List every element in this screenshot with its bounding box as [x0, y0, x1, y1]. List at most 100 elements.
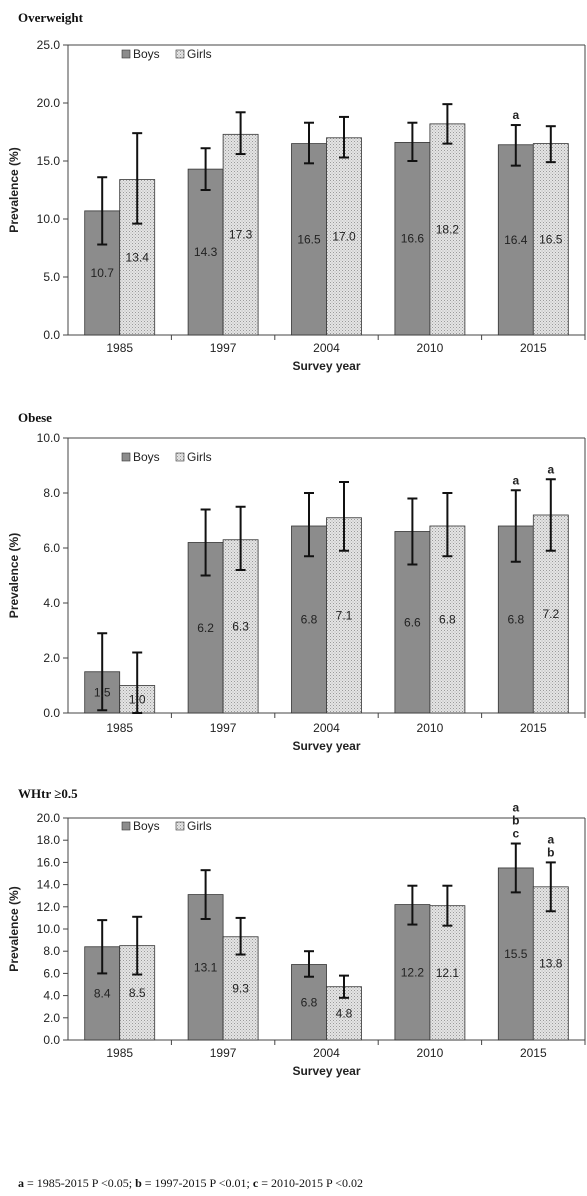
chart3-legend-label-girls: Girls: [187, 819, 212, 833]
chart2-legend-swatch-girls: [175, 452, 185, 462]
chart1-y-tick-label: 10.0: [37, 212, 61, 226]
chart3-title: WHtr ≥0.5: [18, 786, 78, 801]
chart3-value-label: 13.1: [194, 960, 218, 974]
chart3-annotation-letter: a: [547, 832, 554, 846]
footnote-c-key: c: [252, 1176, 259, 1190]
chart3-y-tick-label: 16.0: [37, 855, 61, 869]
chart1-bar-girls-2010: [429, 123, 466, 336]
chart1-x-tick-label: 1997: [210, 341, 237, 355]
chart3-x-tick-label: 2004: [313, 1046, 340, 1060]
chart2-value-label: 6.8: [439, 613, 456, 627]
chart2-value-label: 6.2: [197, 621, 214, 635]
chart3-y-tick-label: 8.0: [43, 944, 60, 958]
chart2-y-axis-title: Prevalence (%): [7, 533, 21, 618]
chart3-value-label: 6.8: [301, 995, 318, 1009]
chart3-x-tick-label: 2015: [520, 1046, 547, 1060]
chart2-y-tick-label: 6.0: [43, 541, 60, 555]
chart1-y-tick-label: 15.0: [37, 154, 61, 168]
chart1-annotation-letter: a: [512, 108, 519, 122]
chart3-y-tick-label: 18.0: [37, 833, 61, 847]
chart1-value-label: 17.0: [332, 229, 356, 243]
chart2-value-label: 6.8: [507, 613, 524, 627]
chart1-bar-boys-2010: [394, 142, 431, 336]
chart1-legend-swatch-girls: [175, 49, 185, 59]
chart3-annotation-letter: b: [512, 814, 519, 828]
footnote-c-text: = 2010-2015 P <0.02: [258, 1176, 363, 1190]
chart3-y-tick-label: 14.0: [37, 878, 61, 892]
chart1-y-tick-label: 25.0: [37, 38, 61, 52]
chart3-y-tick-label: 12.0: [37, 900, 61, 914]
chart1-x-tick-label: 2010: [417, 341, 444, 355]
chart1-x-tick-label: 2015: [520, 341, 547, 355]
chart1-value-label: 16.6: [401, 232, 425, 246]
chart3-y-tick-label: 2.0: [43, 1011, 60, 1025]
chart1-value-label: 10.7: [91, 266, 115, 280]
chart3-annotation-letter: c: [512, 827, 519, 841]
chart3-value-label: 4.8: [336, 1006, 353, 1020]
chart3-value-label: 12.2: [401, 965, 425, 979]
footnote: a = 1985-2015 P <0.05; b = 1997-2015 P <…: [18, 1176, 363, 1191]
chart3-x-tick-label: 1985: [106, 1046, 133, 1060]
chart2-y-tick-label: 10.0: [37, 431, 61, 445]
chart1-y-tick-label: 0.0: [43, 328, 60, 342]
chart1-title: Overweight: [18, 10, 84, 25]
chart1-legend-label-girls: Girls: [187, 47, 212, 61]
chart3-bar-girls-2010: [429, 905, 466, 1041]
chart1-value-label: 14.3: [194, 245, 218, 259]
chart2-y-tick-label: 2.0: [43, 651, 60, 665]
chart3-value-label: 15.5: [504, 947, 528, 961]
chart2-x-tick-label: 2015: [520, 721, 547, 735]
chart1-x-tick-label: 2004: [313, 341, 340, 355]
chart3-bar-girls-2015: [532, 886, 569, 1041]
chart1-value-label: 16.5: [297, 232, 321, 246]
chart2-bar-boys-2010: [394, 531, 431, 714]
chart2-x-tick-label: 1997: [210, 721, 237, 735]
chart2-value-label: 1.5: [94, 685, 111, 699]
footnote-a-text: = 1985-2015 P <0.05;: [24, 1176, 136, 1190]
chart3-value-label: 12.1: [436, 966, 460, 980]
chart3-y-tick-label: 10.0: [37, 922, 61, 936]
chart3-annotation-letter: b: [547, 845, 554, 859]
chart1-legend-label-boys: Boys: [133, 47, 160, 61]
chart1-bar-girls-2004: [326, 137, 362, 336]
chart3-value-label: 8.5: [129, 986, 146, 1000]
chart1-bar-boys-2015: [497, 144, 534, 336]
chart2-annotation-letter: a: [512, 473, 519, 487]
chart1-value-label: 13.4: [126, 250, 150, 264]
chart2-x-tick-label: 1985: [106, 721, 133, 735]
chart2-annotation-letter: a: [547, 462, 554, 476]
chart3-legend-label-boys: Boys: [133, 819, 160, 833]
chart3-x-tick-label: 2010: [417, 1046, 444, 1060]
chart2-x-tick-label: 2010: [417, 721, 444, 735]
chart3-bar-boys-2010: [394, 904, 431, 1041]
chart3-value-label: 13.8: [539, 956, 563, 970]
chart1-value-label: 16.4: [504, 233, 528, 247]
chart1-bar-girls-2015: [532, 143, 569, 336]
chart1-value-label: 18.2: [436, 222, 460, 236]
chart3-value-label: 9.3: [232, 981, 249, 995]
chart1-x-axis-title: Survey year: [292, 359, 360, 373]
chart2-value-label: 7.1: [336, 608, 353, 622]
chart2-y-tick-label: 0.0: [43, 706, 60, 720]
chart3-bar-boys-2015: [497, 867, 534, 1041]
chart2-title: Obese: [18, 410, 52, 425]
chart3-x-tick-label: 1997: [210, 1046, 237, 1060]
chart1-x-tick-label: 1985: [106, 341, 133, 355]
chart3-x-axis-title: Survey year: [292, 1064, 360, 1078]
chart2-legend-swatch-boys: [121, 452, 131, 462]
chart2-legend-label-girls: Girls: [187, 450, 212, 464]
footnote-b-key: b: [135, 1176, 142, 1190]
chart2-x-tick-label: 2004: [313, 721, 340, 735]
footnote-a-key: a: [18, 1176, 24, 1190]
chart2-value-label: 6.8: [301, 613, 318, 627]
chart2-value-label: 7.2: [542, 607, 559, 621]
chart1-legend-swatch-boys: [121, 49, 131, 59]
chart2-y-tick-label: 4.0: [43, 596, 60, 610]
chart3-annotation-letter: a: [512, 801, 519, 815]
chart1-y-tick-label: 20.0: [37, 96, 61, 110]
chart2-value-label: 6.6: [404, 615, 421, 629]
chart1-value-label: 17.3: [229, 228, 253, 242]
chart2-y-tick-label: 8.0: [43, 486, 60, 500]
chart3-y-tick-label: 20.0: [37, 811, 61, 825]
